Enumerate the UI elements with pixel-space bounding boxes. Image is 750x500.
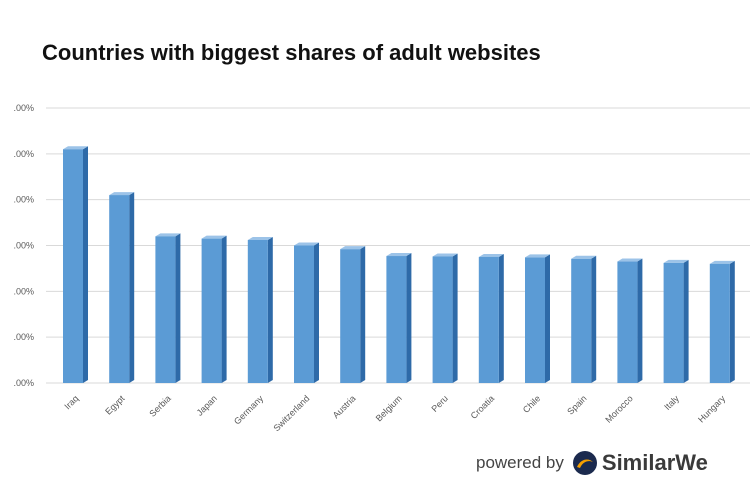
powered-by-footer: powered by SimilarWe [476, 450, 708, 476]
x-category-label: Japan [195, 393, 219, 417]
x-category-label: Hungary [696, 393, 727, 424]
brand-name: SimilarWe [601, 450, 708, 475]
y-axis-ticks: .00% .00% .00% .00% .00% .00% .00% [13, 103, 34, 388]
bar-switzerland [294, 242, 319, 383]
y-tick-label: .00% [13, 241, 34, 251]
bar-belgium [386, 253, 412, 383]
category-labels: Iraq Egypt Serbia Japan Germany Switzerland Au… [62, 393, 727, 433]
y-tick-label: .00% [13, 149, 34, 159]
x-category-label: Egypt [103, 393, 127, 417]
bar-croatia [478, 253, 504, 383]
x-category-label: Italy [662, 393, 681, 412]
bar-serbia [155, 233, 181, 383]
x-category-label: Spain [565, 393, 588, 416]
bar-germany [247, 237, 273, 383]
bar-austria [340, 246, 366, 383]
bar-hungary [709, 260, 735, 383]
x-category-label: Peru [429, 393, 450, 414]
x-category-label: Croatia [469, 393, 497, 421]
y-tick-label: .00% [13, 332, 34, 342]
bar-morocco [617, 258, 643, 383]
y-tick-label: .00% [13, 378, 34, 388]
bar-japan [201, 235, 227, 383]
y-tick-label: .00% [13, 103, 34, 113]
x-category-label: Serbia [147, 393, 172, 418]
x-category-label: Switzerland [271, 393, 311, 433]
bar-chile [525, 254, 550, 383]
bar-italy [663, 259, 689, 383]
y-tick-label: .00% [13, 195, 34, 205]
y-tick-label: .00% [13, 286, 34, 296]
powered-by-text: powered by [476, 453, 564, 472]
x-category-label: Austria [331, 393, 358, 420]
bar-spain [571, 255, 597, 383]
bars [63, 146, 735, 383]
x-category-label: Germany [232, 393, 266, 427]
x-category-label: Morocco [603, 393, 634, 424]
x-category-label: Belgium [374, 393, 404, 423]
x-category-label: Iraq [62, 393, 80, 411]
bar-peru [432, 253, 458, 383]
chart-title: Countries with biggest shares of adult w… [42, 40, 541, 65]
bar-egypt [109, 192, 135, 383]
x-category-label: Chile [521, 393, 543, 415]
bar-iraq [63, 146, 88, 383]
similarweb-logo-icon [572, 451, 597, 475]
